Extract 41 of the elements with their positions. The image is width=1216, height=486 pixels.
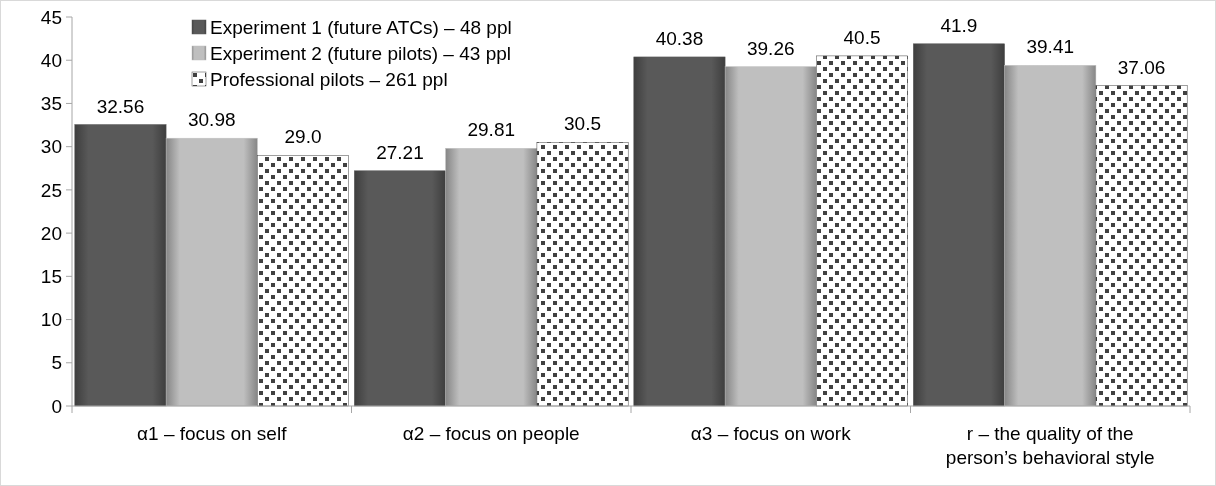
y-tick-label: 0: [51, 395, 62, 417]
y-tick-label: 10: [40, 309, 62, 331]
y-tick-label: 15: [40, 265, 62, 287]
bar: [257, 155, 349, 407]
data-label: 40.5: [843, 26, 881, 48]
y-tick-label: 25: [40, 179, 62, 201]
x-tick-label: r – the quality of the person’s behavioral style: [945, 423, 1155, 468]
x-tick-label: α3 – focus on work: [690, 423, 852, 444]
y-tick-label: 45: [40, 6, 62, 28]
data-label: 40.38: [655, 27, 704, 49]
bar: [354, 170, 446, 407]
bar: [724, 66, 817, 407]
legend-label: Professional pilots – 261 ppl: [210, 68, 448, 90]
x-tick-label: α1 – focus on self: [137, 423, 288, 444]
y-tick-label: 20: [40, 222, 62, 244]
legend-label: Experiment 1 (future ATCs) – 48 ppl: [210, 16, 512, 38]
bar: [74, 124, 167, 407]
bar: [165, 137, 258, 407]
data-label: 41.9: [940, 14, 978, 36]
data-label: 39.41: [1026, 36, 1075, 58]
bar: [633, 56, 726, 407]
bar: [816, 55, 908, 407]
data-label: 37.06: [1117, 56, 1166, 78]
bar: [1004, 65, 1097, 407]
legend-label: Experiment 2 (future pilots) – 43 ppl: [210, 42, 511, 64]
bar: [1095, 85, 1188, 407]
y-tick-label: 30: [40, 136, 62, 158]
data-label: 30.98: [187, 109, 236, 131]
data-label: 27.21: [376, 141, 424, 163]
data-label: 39.26: [746, 37, 795, 59]
bar: [445, 148, 538, 407]
data-label: 29.81: [467, 119, 516, 141]
bar: [536, 142, 629, 407]
data-label: 32.56: [96, 95, 145, 117]
x-tick-label: α2 – focus on people: [402, 423, 580, 444]
y-tick-label: 5: [51, 352, 62, 374]
data-label: 30.5: [564, 113, 602, 135]
bar: [913, 43, 1005, 407]
y-tick-label: 40: [40, 49, 62, 71]
data-label: 29.0: [284, 126, 322, 148]
y-tick-label: 35: [40, 93, 62, 115]
